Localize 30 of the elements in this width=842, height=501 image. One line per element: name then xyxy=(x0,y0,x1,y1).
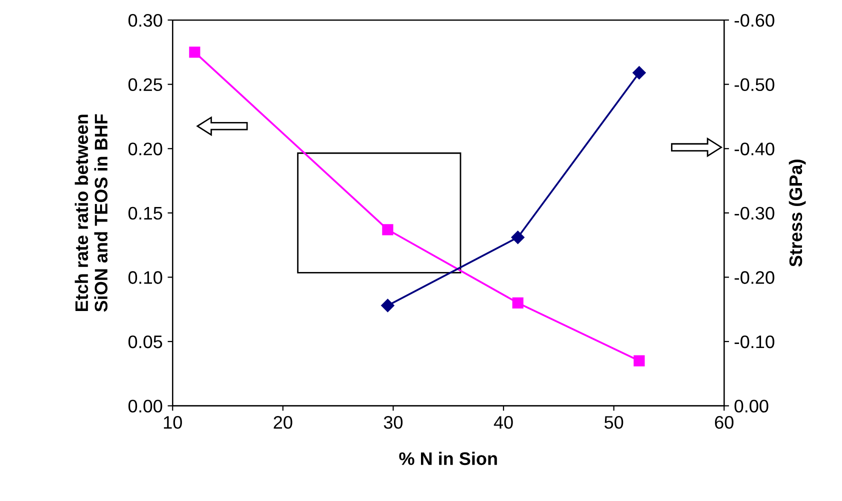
y2-tick-label: -0.50 xyxy=(734,78,774,92)
y-tick-label: 0.00 xyxy=(128,400,162,413)
point xyxy=(381,298,394,312)
y-tick-label: 0.25 xyxy=(128,78,162,92)
point xyxy=(189,46,200,58)
y2-tick-label: -0.60 xyxy=(734,14,774,27)
x-tick-label: 50 xyxy=(604,416,624,429)
y-axis-title: Etch rate ratio between SiON and TEOS in BHF xyxy=(74,114,108,312)
point xyxy=(632,66,646,80)
point xyxy=(382,224,394,236)
y2-tick-label: -0.40 xyxy=(734,142,774,156)
y2-tick-label: 0.00 xyxy=(734,400,768,413)
y-tick-label: 0.20 xyxy=(128,142,162,156)
y2-tick-label: -0.30 xyxy=(734,206,774,220)
y-tick-label: 0.15 xyxy=(128,206,162,220)
x-axis-title: % N in Sion xyxy=(399,452,497,466)
x-tick-label: 60 xyxy=(714,416,734,429)
y-tick-label: 0.10 xyxy=(128,271,162,284)
y2-axis-title: Stress (GPa) xyxy=(788,160,806,267)
x-tick-label: 30 xyxy=(384,416,403,429)
point xyxy=(511,230,524,244)
y-tick-label: 0.30 xyxy=(128,14,162,27)
y-tick-label: 0.05 xyxy=(128,335,162,348)
y2-tick-label: -0.20 xyxy=(734,271,774,284)
point xyxy=(634,355,645,366)
y2-tick-label: -0.10 xyxy=(734,335,774,348)
x-tick-label: 10 xyxy=(164,416,182,429)
x-tick-label: 40 xyxy=(494,416,513,429)
x-tick-label: 20 xyxy=(274,416,292,429)
point xyxy=(512,297,524,308)
